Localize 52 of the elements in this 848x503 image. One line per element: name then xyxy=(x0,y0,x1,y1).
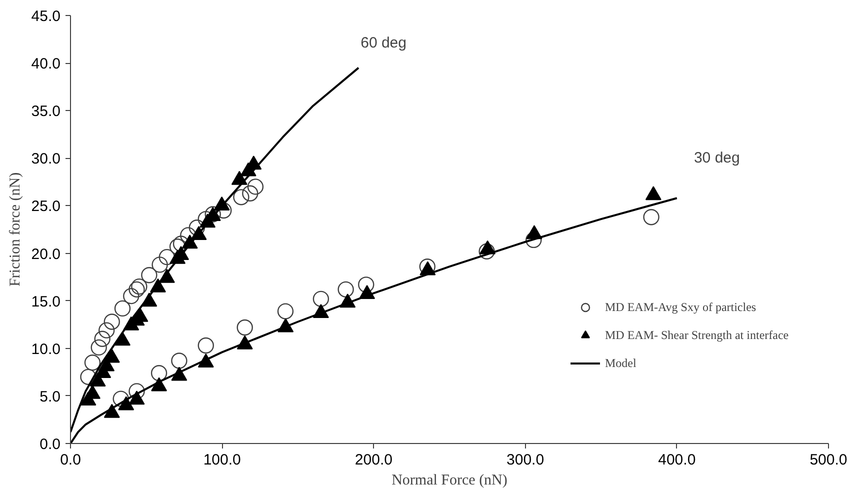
y-tick-label: 40.0 xyxy=(31,56,61,73)
x-axis-title: Normal Force (nN) xyxy=(392,472,508,488)
point xyxy=(338,281,354,298)
point xyxy=(123,288,140,304)
y-tick-label: 30.0 xyxy=(31,150,61,168)
point xyxy=(277,303,294,320)
annotation: 30 deg xyxy=(694,150,740,167)
point xyxy=(98,322,115,338)
point xyxy=(131,278,148,295)
x-tick-label: 400.0 xyxy=(658,452,696,468)
point xyxy=(128,281,145,298)
point xyxy=(643,209,660,226)
point xyxy=(478,243,495,260)
point xyxy=(152,256,168,273)
point xyxy=(358,276,374,293)
annotation: 60 deg xyxy=(360,34,406,52)
y-tick-label: 0.0 xyxy=(40,436,61,453)
x-tick-label: 500.0 xyxy=(810,452,848,468)
x-tick-label: 200.0 xyxy=(354,452,392,468)
point xyxy=(216,202,232,219)
point xyxy=(94,330,110,347)
x-tick-label: 0.0 xyxy=(60,452,81,468)
y-tick-label: 10.0 xyxy=(31,340,61,358)
point xyxy=(242,185,258,202)
point xyxy=(188,220,206,236)
y-tick-label: 5.0 xyxy=(40,388,61,406)
y-tick-label: 20.0 xyxy=(31,246,61,263)
legend-label: MD EAM-Avg Sxy of particles xyxy=(605,300,756,314)
legend-label: Model xyxy=(605,356,636,370)
legend-label: MD EAM- Shear Strength at interface xyxy=(605,328,789,342)
point xyxy=(158,248,176,266)
x-tick-label: 300.0 xyxy=(506,452,544,468)
point xyxy=(104,314,120,330)
point xyxy=(312,290,330,308)
line-series xyxy=(70,66,360,434)
point xyxy=(128,390,145,405)
point xyxy=(151,377,168,392)
point xyxy=(236,319,253,336)
point xyxy=(118,396,134,410)
y-tick-label: 15.0 xyxy=(31,293,61,310)
x-tick-label: 100.0 xyxy=(203,452,241,468)
point xyxy=(169,238,186,255)
y-tick-label: 45.0 xyxy=(31,8,61,25)
y-axis-title: Friction force (nN) xyxy=(7,172,24,287)
point xyxy=(198,337,214,354)
point xyxy=(141,267,158,284)
point xyxy=(114,300,131,317)
y-tick-label: 25.0 xyxy=(31,198,61,216)
point xyxy=(247,178,264,195)
point xyxy=(233,189,250,206)
y-tick-label: 35.0 xyxy=(31,103,61,120)
point xyxy=(526,232,542,248)
